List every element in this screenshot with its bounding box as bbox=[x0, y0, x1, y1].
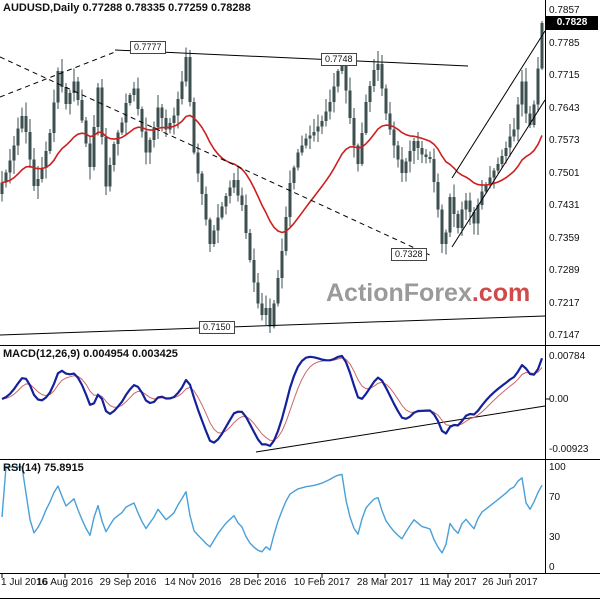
x-axis-label: 28 Mar 2017 bbox=[356, 577, 414, 588]
trendline-resistance bbox=[114, 49, 469, 67]
rsi-axis-label: 0 bbox=[549, 562, 555, 573]
macd-label: MACD(12,26,9) bbox=[3, 348, 81, 360]
rsi-axis-label: 30 bbox=[549, 532, 561, 543]
rsi-label: RSI(14) bbox=[3, 462, 41, 474]
ohlc-high: 0.78335 bbox=[125, 2, 166, 14]
price-axis-label: 0.7857 bbox=[549, 5, 580, 16]
price-level-label-0_7150: 0.7150 bbox=[199, 321, 235, 334]
price-axis-label: 0.7573 bbox=[549, 135, 580, 146]
rsi-value: 75.8915 bbox=[43, 462, 84, 474]
x-axis-label: 1 Jul 2016 bbox=[1, 577, 48, 588]
macd-signal-value: 0.003425 bbox=[132, 348, 178, 360]
moving-average-line bbox=[1, 114, 543, 234]
trendline-dashed-descending bbox=[0, 56, 433, 257]
ohlc-low: 0.77259 bbox=[168, 2, 208, 14]
x-axis-label: 16 Aug 2016 bbox=[36, 577, 94, 588]
price-level-label-0_7328: 0.7328 bbox=[391, 248, 427, 261]
trendline-support bbox=[0, 315, 546, 336]
price-level-label-0_7748: 0.7748 bbox=[321, 53, 357, 66]
price-axis-label: 0.7217 bbox=[549, 298, 580, 309]
watermark-tld: .com bbox=[471, 279, 531, 307]
ohlc-open: 0.77288 bbox=[82, 2, 123, 14]
macd-axis-label: 0.00784 bbox=[549, 351, 586, 362]
macd-axis-label: -0.00923 bbox=[549, 444, 589, 455]
price-axis-label: 0.7147 bbox=[549, 330, 580, 341]
rsi-header: RSI(14) 75.8915 bbox=[3, 462, 84, 474]
symbol-header: AUDUSD,Daily 0.77288 0.78335 0.77259 0.7… bbox=[3, 2, 251, 14]
macd-signal-line bbox=[1, 357, 543, 441]
x-axis-label: 28 Dec 2016 bbox=[229, 577, 287, 588]
channel-line-lower bbox=[451, 99, 546, 248]
rsi-line bbox=[1, 466, 543, 554]
channel-line-upper bbox=[451, 30, 546, 179]
candlestick-series bbox=[0, 20, 544, 334]
price-axis-label: 0.7431 bbox=[549, 200, 580, 211]
symbol-period: AUDUSD,Daily bbox=[3, 2, 80, 14]
price-axis-label: 0.7785 bbox=[549, 38, 580, 49]
x-axis-label: 29 Sep 2016 bbox=[99, 577, 157, 588]
x-axis-label: 11 May 2017 bbox=[419, 577, 477, 588]
macd-value: 0.004954 bbox=[83, 348, 129, 360]
macd-axis-label: 0.00 bbox=[549, 394, 569, 405]
current-price-tag: 0.7828 bbox=[546, 16, 598, 30]
trendline-dashed-left bbox=[0, 51, 116, 98]
x-axis-label: 10 Feb 2017 bbox=[293, 577, 351, 588]
price-axis-label: 0.7643 bbox=[549, 103, 580, 114]
price-axis-label: 0.7289 bbox=[549, 265, 580, 276]
rsi-axis-label: 70 bbox=[549, 492, 561, 503]
macd-header: MACD(12,26,9) 0.004954 0.003425 bbox=[3, 348, 178, 360]
macd-trendline bbox=[255, 405, 546, 453]
macd-line bbox=[1, 354, 544, 447]
price-axis-label: 0.7501 bbox=[549, 168, 580, 179]
rsi-axis-label: 100 bbox=[549, 462, 566, 473]
price-level-label-0_7777: 0.7777 bbox=[130, 41, 166, 54]
price-axis-label: 0.7715 bbox=[549, 70, 580, 81]
watermark-name: ActionForex bbox=[326, 279, 472, 307]
ohlc-close: 0.78288 bbox=[210, 2, 251, 14]
watermark: ActionForex.com bbox=[326, 279, 530, 308]
x-axis-label: 14 Nov 2016 bbox=[164, 577, 222, 588]
x-axis-label: 26 Jun 2017 bbox=[482, 577, 538, 588]
price-axis-label: 0.7359 bbox=[549, 233, 580, 244]
